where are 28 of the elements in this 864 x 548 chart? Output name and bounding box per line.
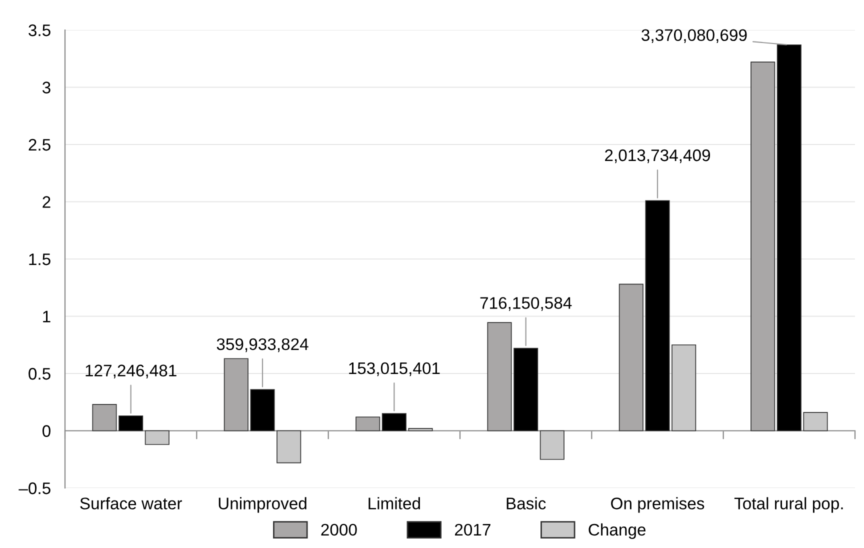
y-tick-label: 0 [42,425,50,437]
y-tick-label: 2 [42,196,50,208]
x-tick-label: Surface water [80,497,182,510]
y-tick-label: 0.5 [28,368,50,380]
y-tick-label: 2.5 [28,138,50,151]
annotation: 716,150,584 [480,297,572,311]
annotation: 153,015,401 [349,362,440,376]
x-tick-label: On premises [611,497,704,513]
y-tick-label: 3.5 [28,24,50,36]
bar [356,416,380,432]
y-tick-label: –0.5 [18,482,50,494]
annotation: 359,933,824 [216,338,308,352]
annotation: 127,246,481 [86,364,176,378]
bar [144,430,170,445]
legend-label: 2017 [454,524,490,536]
annotation: 3,370,080,699 [642,29,747,43]
annotation: 2,013,734,409 [605,149,710,164]
x-tick-label: Limited [368,497,420,510]
legend-label: Change [588,523,646,539]
bar [750,62,776,432]
y-tick-label: 1 [43,310,50,322]
y-tick-label: 3 [42,82,50,94]
legend-label: 2000 [321,524,357,536]
y-tick-label: 1.5 [29,254,50,266]
x-tick-label: Unimproved [218,497,306,513]
x-tick-label: Basic [506,497,546,510]
x-tick-label: Total rural pop. [734,497,843,513]
bar [540,430,564,460]
